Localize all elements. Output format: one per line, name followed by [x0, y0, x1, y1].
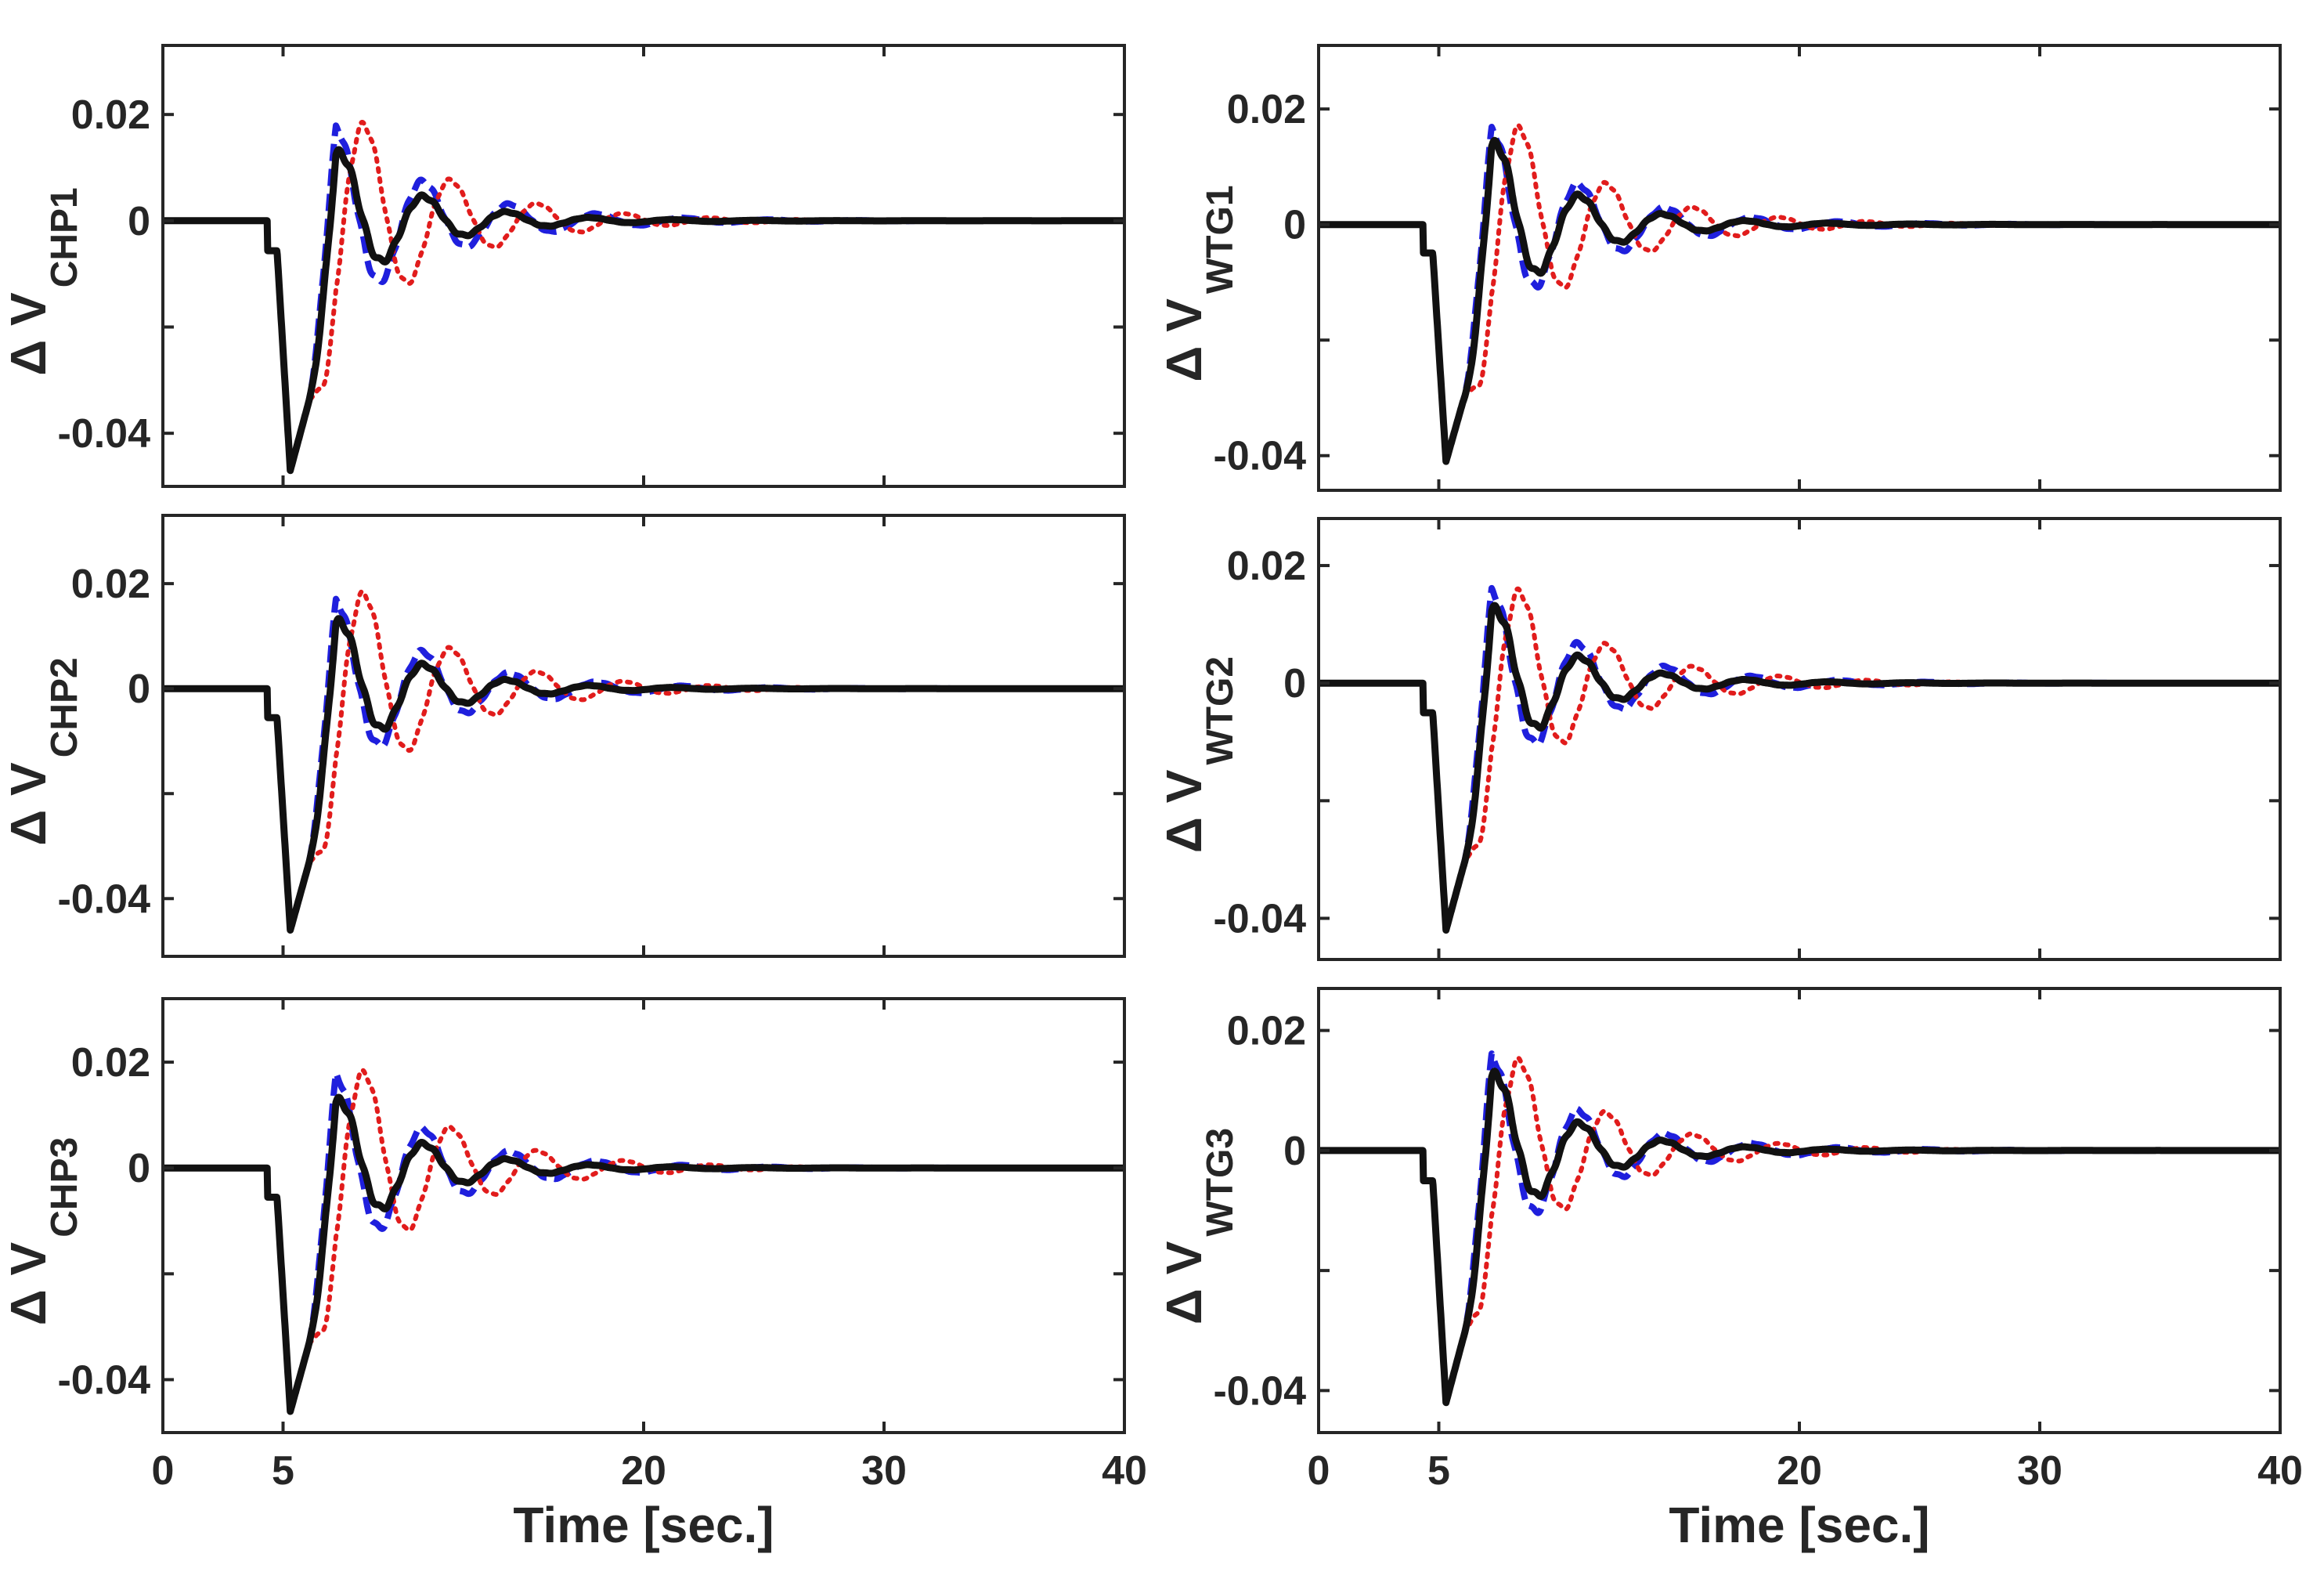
y-tick-label: 0: [128, 199, 150, 244]
subplot-chp2: -0.04 0.02 0 Δ VCHP2: [0, 514, 1126, 958]
y-axis-label: Δ VCHP2: [0, 657, 85, 846]
plot-frame: [161, 514, 1126, 958]
y-tick-label: -0.04: [1213, 896, 1306, 941]
x-axis-label: Time [sec.]: [1669, 1497, 1929, 1553]
y-tick-label: -0.04: [1213, 434, 1306, 479]
series-black-solid: [1319, 136, 2280, 465]
subplot-wtg2: -0.04 0.02 0 Δ VWTG2: [1156, 517, 2282, 961]
plot-frame: [1317, 517, 2282, 961]
x-tick-label: 20: [621, 1448, 666, 1494]
x-tick-label: 0: [152, 1448, 175, 1494]
y-tick-label: 0.02: [71, 92, 150, 138]
y-tick-label: 0.02: [71, 562, 150, 607]
series-black-solid: [163, 1093, 1124, 1415]
subplot-wtg1: -0.04 0.02 0 Δ VWTG1: [1156, 44, 2282, 492]
y-axis-label: Δ VCHP3: [0, 1137, 85, 1326]
x-tick-label: 30: [861, 1448, 907, 1494]
y-tick-label: 0.02: [1227, 1009, 1306, 1054]
y-tick-label: 0.02: [1227, 87, 1306, 132]
series-black-solid: [163, 146, 1124, 475]
y-tick-label: 0: [128, 667, 150, 712]
y-tick-label: -0.04: [57, 411, 150, 457]
plot-frame: [1317, 987, 2282, 1434]
subplot-wtg3: 0 5 20 30 40 -0.04 0.02 0 Δ VWTG3 Time [sec.]: [1156, 987, 2303, 1553]
y-axis-label: Δ VCHP1: [0, 187, 85, 376]
x-tick-label: 40: [1102, 1448, 1147, 1494]
subplot-chp3: 0 5 20 30 40 -0.04 0.02 0 Δ VCHP3 Time [sec.]: [0, 997, 1147, 1553]
y-tick-label: 0: [1283, 203, 1306, 248]
subplot-chp1: -0.04 0.02 0 Δ VCHP1: [0, 44, 1126, 488]
y-tick-label: 0.02: [71, 1040, 150, 1086]
x-tick-label: 40: [2257, 1448, 2303, 1494]
plot-frame: [1317, 44, 2282, 492]
y-tick-label: 0.02: [1227, 544, 1306, 589]
x-axis-label: Time [sec.]: [513, 1497, 774, 1553]
y-axis-label: Δ VWTG1: [1156, 185, 1241, 381]
y-tick-label: 0: [1283, 661, 1306, 706]
x-tick-label: 30: [2017, 1448, 2062, 1494]
plot-frame: [161, 997, 1126, 1434]
x-tick-label: 20: [1777, 1448, 1822, 1494]
series-black-solid: [1319, 602, 2280, 934]
y-tick-label: -0.04: [57, 876, 150, 922]
series-black-solid: [163, 615, 1124, 934]
y-axis-label: Δ VWTG3: [1156, 1128, 1241, 1324]
x-tick-label: 5: [1427, 1448, 1450, 1494]
y-tick-label: 0: [128, 1146, 150, 1191]
x-tick-label: 5: [272, 1448, 294, 1494]
y-tick-label: -0.04: [1213, 1368, 1306, 1414]
x-tick-label: 0: [1308, 1448, 1330, 1494]
y-tick-label: -0.04: [57, 1357, 150, 1403]
y-tick-label: 0: [1283, 1129, 1306, 1174]
series-black-solid: [1319, 1068, 2280, 1407]
y-axis-label: Δ VWTG2: [1156, 656, 1241, 853]
